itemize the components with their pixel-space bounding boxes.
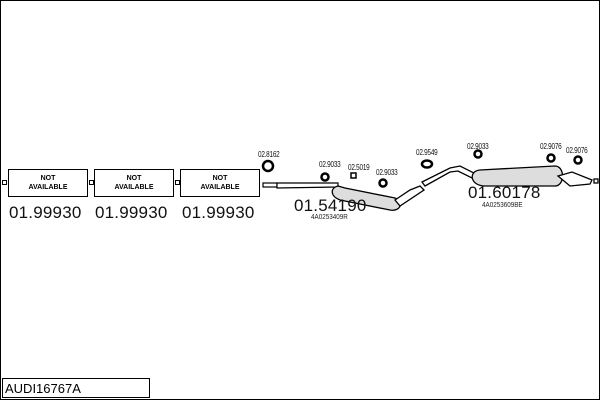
ring-icon [473, 149, 483, 159]
connector-marker [2, 180, 7, 185]
fitting-icons [261, 149, 583, 188]
connector-marker [89, 180, 94, 185]
na-text: NOT [126, 175, 142, 182]
fitting-label[interactable]: 02.8162 [258, 150, 280, 159]
rear-muffler [471, 165, 599, 187]
na-text: NOT [40, 175, 56, 182]
fitting-label[interactable]: 02.9076 [540, 142, 562, 151]
na-text: NOT [212, 175, 228, 182]
part-reference: 4A0253609BE [482, 202, 523, 209]
middle-muffler [331, 185, 426, 211]
part-number[interactable]: 01.54190 [294, 196, 367, 215]
ring-icon [378, 178, 388, 188]
na-text: AVAILABLE [200, 184, 240, 191]
part-not-available-1[interactable]: NOT AVAILABLE [8, 169, 88, 197]
ring-icon [320, 172, 330, 182]
part-not-available-2[interactable]: NOT AVAILABLE [94, 169, 174, 197]
fitting-label[interactable]: 02.5019 [348, 163, 370, 172]
part-number[interactable]: 01.99930 [95, 203, 168, 222]
ring-icon [573, 155, 583, 165]
part-number[interactable]: 01.99930 [9, 203, 82, 222]
na-text: AVAILABLE [114, 184, 154, 191]
diagram-title: AUDI16767A [2, 378, 150, 398]
fitting-label[interactable]: 02.9549 [416, 148, 438, 157]
fitting-label[interactable]: 02.9033 [319, 160, 341, 169]
ring-icon [546, 153, 556, 163]
part-reference: 4A0253409R [311, 214, 348, 221]
gasket-icon [420, 159, 434, 169]
connector-marker [175, 180, 180, 185]
part-number[interactable]: 01.99930 [182, 203, 255, 222]
part-number[interactable]: 01.60178 [468, 183, 541, 202]
na-text: AVAILABLE [28, 184, 68, 191]
front-pipe [262, 182, 339, 189]
fitting-label[interactable]: 02.9033 [467, 142, 489, 151]
fitting-label[interactable]: 02.9033 [376, 168, 398, 177]
bracket-icon [350, 172, 357, 179]
clamp-icon [261, 159, 275, 173]
part-not-available-3[interactable]: NOT AVAILABLE [180, 169, 260, 197]
fitting-label[interactable]: 02.9076 [566, 146, 588, 155]
